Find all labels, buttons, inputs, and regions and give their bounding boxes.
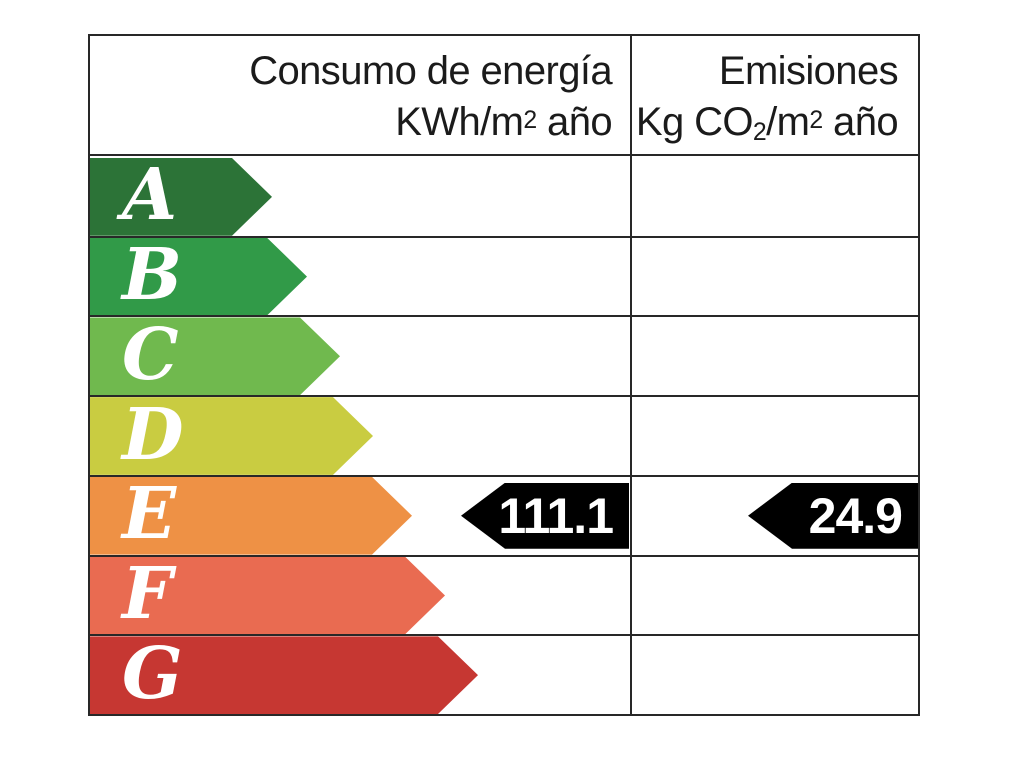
consumo-header-cell: Consumo de energía KWh/m2 año [90,36,632,154]
emisiones-header-cell: Emisiones Kg CO2/m2 año [632,36,918,154]
rating-letter-g: G [122,630,183,715]
rating-row-a: A [90,158,918,238]
emisiones-value: 24.9 [808,487,903,544]
rating-row-e: E 111.1 24.9 [90,476,918,557]
rating-letter-d: D [122,391,184,476]
consumo-unit-superscript: 2 [523,107,537,134]
rating-arrow-d: D [90,397,373,475]
rating-row-g: G [90,636,918,715]
rating-rows: A B C D E [90,158,918,715]
rating-row-f: F [90,556,918,637]
rating-arrow-a: A [90,158,272,236]
rating-letter-a: A [122,152,178,237]
rating-arrow-c: C [90,317,340,395]
consumo-unit-post: año [536,99,613,144]
rating-arrow-e: E [90,477,412,555]
consumo-header-title: Consumo de energía [249,49,612,93]
column-divider [630,36,632,714]
rating-row-d: D [90,397,918,477]
consumo-value: 111.1 [498,487,614,544]
rating-arrow-f: F [90,557,445,635]
emisiones-unit-mid: /m [766,99,810,144]
rating-letter-c: C [122,311,179,396]
rating-arrow-g: G [90,636,478,714]
emisiones-unit-subscript: 2 [752,118,767,146]
emisiones-unit-superscript: 2 [809,107,823,134]
emisiones-value-arrow: 24.9 [748,482,918,549]
rating-arrow-b: B [90,238,307,316]
rating-row-b: B [90,237,918,318]
energy-table: Consumo de energía KWh/m2 año Emisiones … [88,34,920,716]
rating-letter-e: E [122,471,177,556]
rating-letter-b: B [122,232,183,317]
emisiones-header-title: Emisiones [718,49,899,93]
emisiones-unit-post: año [822,99,899,144]
rating-letter-f: F [122,550,173,635]
consumo-unit-pre: KWh/m [395,99,524,144]
rating-row-c: C [90,317,918,398]
header-row: Consumo de energía KWh/m2 año Emisiones … [90,36,918,156]
emisiones-header-unit: Kg CO2/m2 año [632,96,899,157]
consumo-value-arrow: 111.1 [461,482,629,549]
emisiones-unit-pre: Kg CO [635,99,754,144]
consumo-header-unit: KWh/m2 año [90,96,612,147]
